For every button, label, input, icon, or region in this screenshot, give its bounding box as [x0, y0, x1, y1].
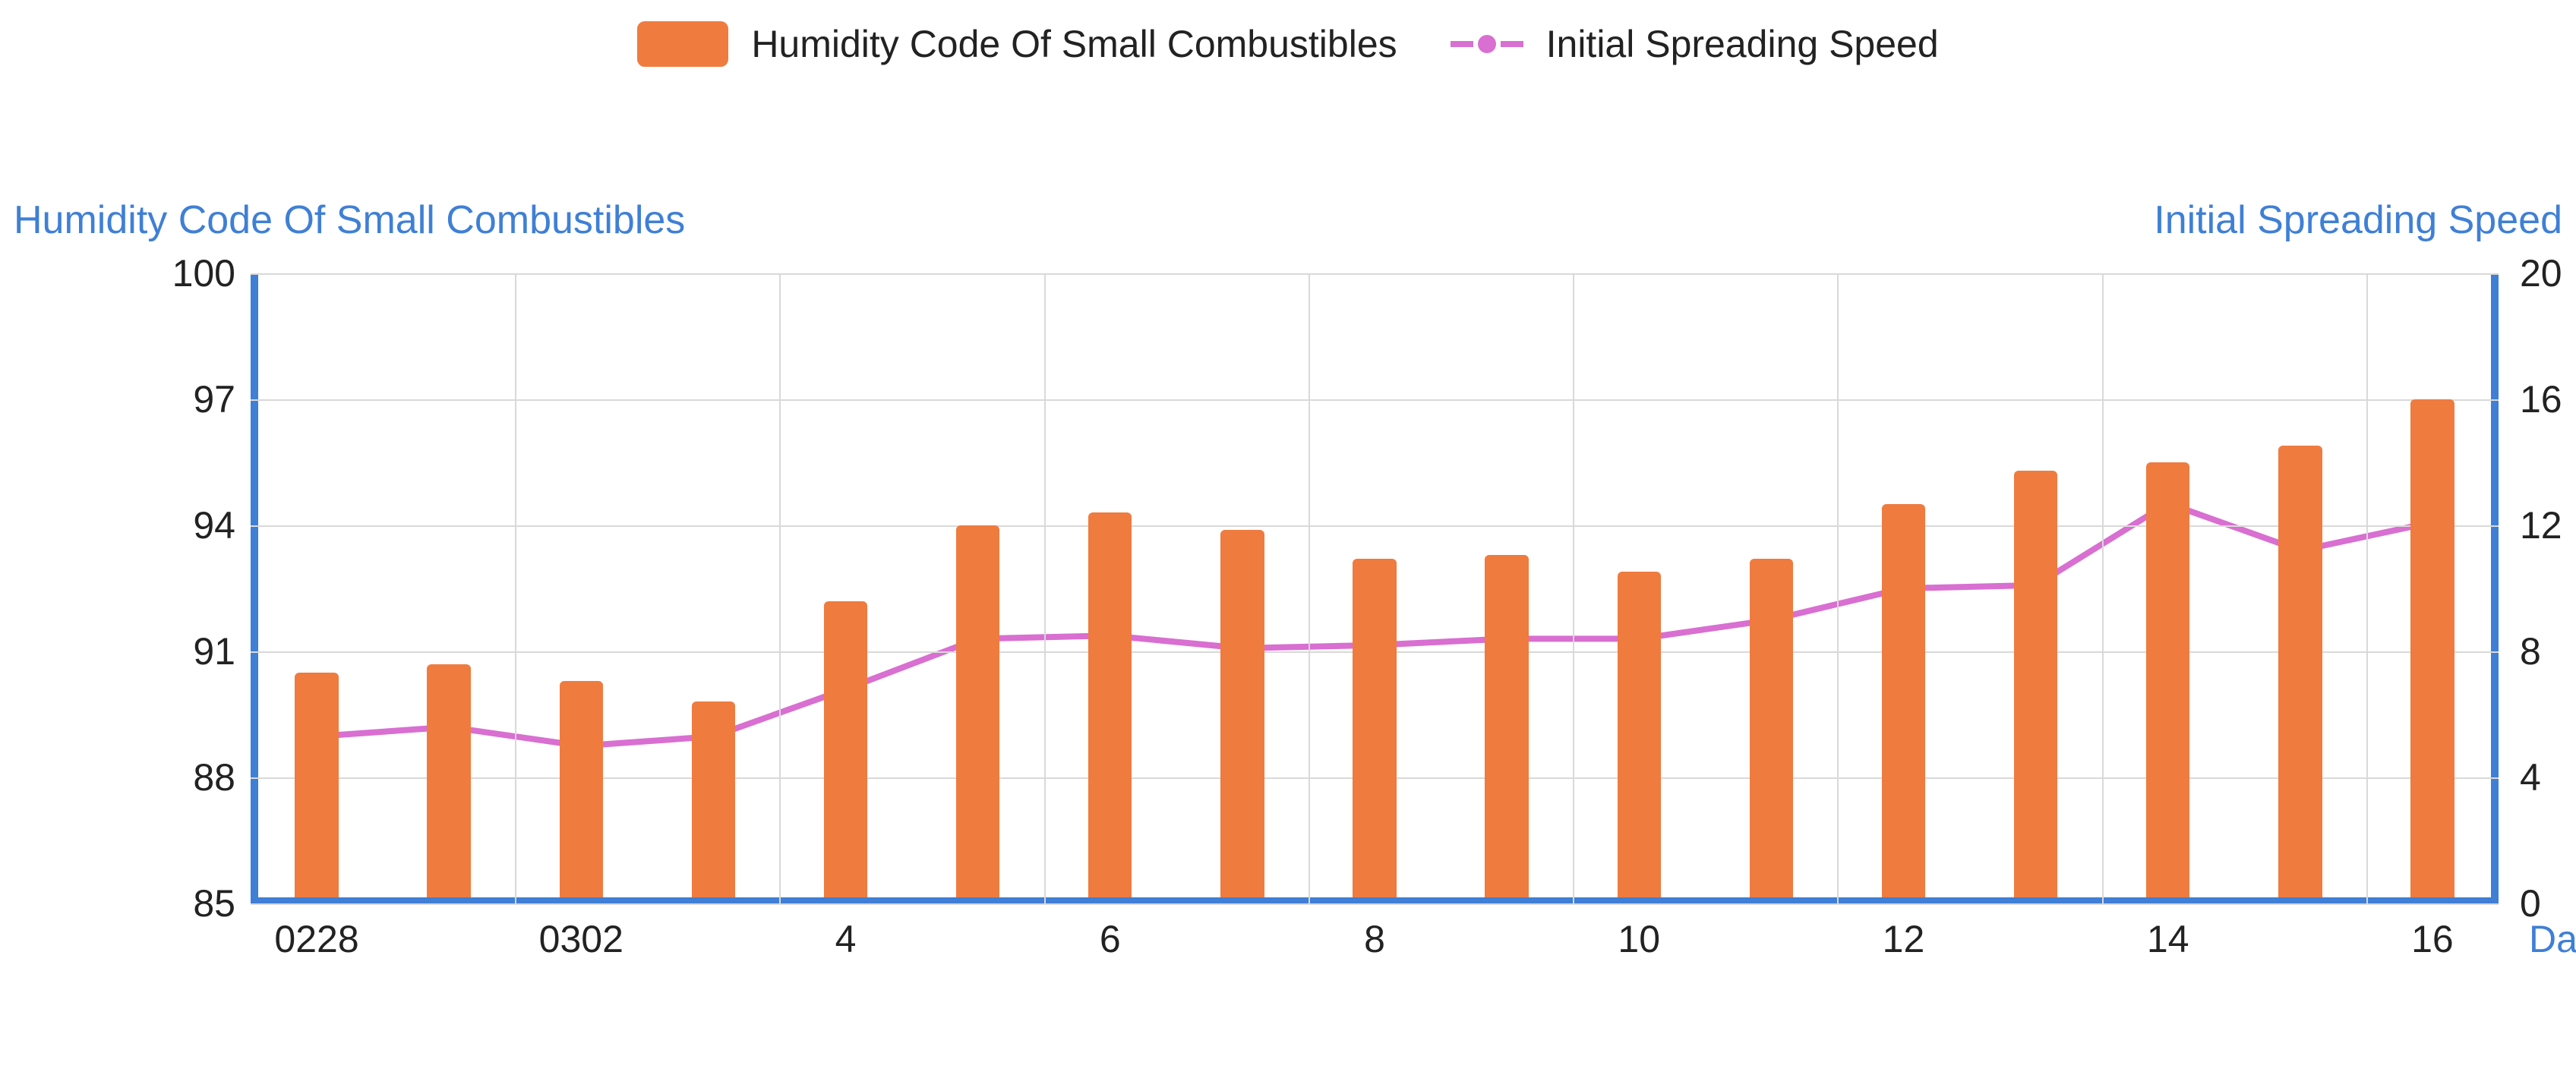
bar [1750, 559, 1793, 897]
y-left-tick-label: 100 [144, 251, 235, 295]
gridline-vertical [1309, 273, 1310, 903]
x-tick-label: 8 [1364, 917, 1385, 961]
bar [956, 525, 999, 897]
x-tick-label: 6 [1100, 917, 1121, 961]
gridline-vertical [515, 273, 516, 903]
bar [2146, 462, 2189, 897]
bar [2410, 399, 2454, 897]
gridline-vertical [1837, 273, 1839, 903]
bar [1618, 572, 1661, 897]
x-tick-label: 12 [1883, 917, 1925, 961]
y-right-tick-label: 4 [2520, 755, 2576, 799]
legend-line-swatch [1451, 35, 1523, 53]
x-tick-label: 10 [1618, 917, 1660, 961]
y-right-tick-label: 12 [2520, 503, 2576, 547]
y-right-tick-label: 0 [2520, 881, 2576, 925]
chart-container: Humidity Code Of Small Combustibles Init… [0, 0, 2576, 1075]
y-left-tick-label: 85 [144, 881, 235, 925]
y-right-tick-label: 16 [2520, 377, 2576, 421]
legend-item-line: Initial Spreading Speed [1451, 22, 1939, 66]
y-left-tick-label: 97 [144, 377, 235, 421]
x-tick-label: 0228 [274, 917, 358, 961]
legend-bar-swatch [637, 21, 728, 67]
y-left-tick-label: 88 [144, 755, 235, 799]
x-tick-label: 14 [2147, 917, 2189, 961]
bar [295, 673, 338, 897]
legend-line-label: Initial Spreading Speed [1546, 22, 1939, 66]
bar [1485, 555, 1528, 897]
gridline-vertical [779, 273, 781, 903]
gridline-vertical [2366, 273, 2368, 903]
gridline-vertical [1044, 273, 1046, 903]
bar [560, 681, 603, 897]
y-left-tick-label: 94 [144, 503, 235, 547]
bar [824, 601, 867, 897]
gridline-horizontal [251, 399, 2499, 401]
bar [2278, 446, 2322, 897]
gridline-vertical [1573, 273, 1574, 903]
legend-item-bar: Humidity Code Of Small Combustibles [637, 21, 1397, 67]
bar [427, 664, 470, 897]
bar [1088, 512, 1132, 897]
gridline-horizontal [251, 903, 2499, 905]
y-right-tick-label: 20 [2520, 251, 2576, 295]
bar [1882, 504, 1925, 897]
gridline-vertical [2102, 273, 2104, 903]
plot-area [251, 273, 2499, 903]
bar [2014, 471, 2057, 897]
legend-bar-label: Humidity Code Of Small Combustibles [751, 22, 1397, 66]
y-axis-left-title: Humidity Code Of Small Combustibles [14, 197, 685, 243]
y-axis-right-title: Initial Spreading Speed [2154, 197, 2562, 243]
legend: Humidity Code Of Small Combustibles Init… [0, 21, 2576, 67]
gridline-horizontal [251, 273, 2499, 275]
y-left-tick-label: 91 [144, 629, 235, 673]
bar [1353, 559, 1396, 897]
x-tick-label: 16 [2411, 917, 2454, 961]
y-right-tick-label: 8 [2520, 629, 2576, 673]
bar [692, 701, 735, 897]
bar [1220, 530, 1264, 897]
x-tick-label: 4 [835, 917, 857, 961]
x-tick-label: 0302 [539, 917, 623, 961]
